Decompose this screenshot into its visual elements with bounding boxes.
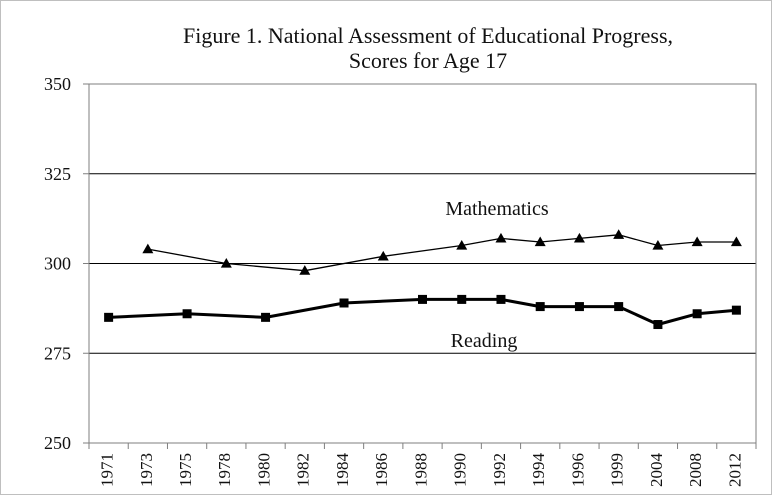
x-tick-label: 1996 (568, 453, 587, 487)
x-tick-label: 1982 (294, 453, 313, 487)
data-point-reading (614, 302, 624, 312)
data-point-reading (574, 302, 584, 312)
data-point-reading (182, 309, 192, 319)
data-point-mathematics (220, 258, 232, 268)
x-tick-label: 1971 (98, 453, 117, 487)
y-tick-label: 250 (44, 433, 71, 453)
x-tick-label: 1980 (254, 453, 273, 487)
x-tick-label: 2004 (647, 453, 666, 488)
data-point-reading (339, 298, 349, 308)
data-point-mathematics (652, 240, 664, 250)
data-point-mathematics (495, 232, 507, 243)
data-point-mathematics (691, 236, 703, 247)
data-point-mathematics (613, 229, 625, 239)
y-tick-label: 300 (44, 254, 71, 274)
x-tick-label: 1990 (451, 453, 470, 487)
data-point-mathematics (730, 236, 742, 247)
y-tick-label: 275 (44, 343, 71, 363)
x-tick-label: 1986 (372, 453, 391, 487)
data-point-reading (535, 302, 545, 312)
x-tick-label: 1973 (137, 453, 156, 487)
x-tick-label: 1984 (333, 453, 352, 488)
chart-subtitle: Scores for Age 17 (349, 48, 507, 73)
data-point-mathematics (377, 250, 389, 261)
x-tick-label: 2012 (725, 453, 744, 487)
series-lines (104, 229, 742, 330)
data-point-mathematics (573, 232, 585, 243)
data-point-reading (496, 294, 506, 304)
y-tick-label: 350 (44, 74, 71, 94)
axes (83, 83, 757, 449)
data-point-reading (104, 312, 114, 322)
data-point-reading (457, 294, 467, 304)
data-point-reading (418, 294, 427, 304)
data-point-mathematics (534, 236, 546, 247)
series-line-mathematics (147, 234, 737, 272)
data-point-reading (653, 320, 663, 330)
x-tick-label: 2008 (686, 453, 705, 487)
series-label-mathematics: Mathematics (445, 198, 549, 220)
x-axis-tick-labels: 1971 1973 1975 1978 1980 1982 1984 1986 1988 1990… (98, 453, 745, 488)
chart-title: Figure 1. National Assessment of Educati… (183, 23, 673, 48)
series-label-reading: Reading (451, 330, 518, 352)
data-point-mathematics (299, 265, 311, 275)
data-point-mathematics (142, 243, 154, 254)
x-tick-label: 1978 (215, 453, 234, 487)
data-point-reading (261, 312, 271, 322)
data-point-mathematics (456, 240, 468, 250)
y-tick-label: 325 (44, 164, 71, 184)
x-tick-label: 1975 (176, 453, 195, 487)
y-axis-tick-labels: 250 275 300 325 350 (44, 74, 71, 453)
data-point-reading (731, 305, 741, 315)
data-point-reading (692, 309, 702, 319)
x-tick-label: 1994 (529, 453, 548, 488)
x-tick-label: 1988 (411, 453, 430, 487)
x-tick-label: 1999 (608, 453, 627, 487)
x-tick-label: 1992 (490, 453, 509, 487)
